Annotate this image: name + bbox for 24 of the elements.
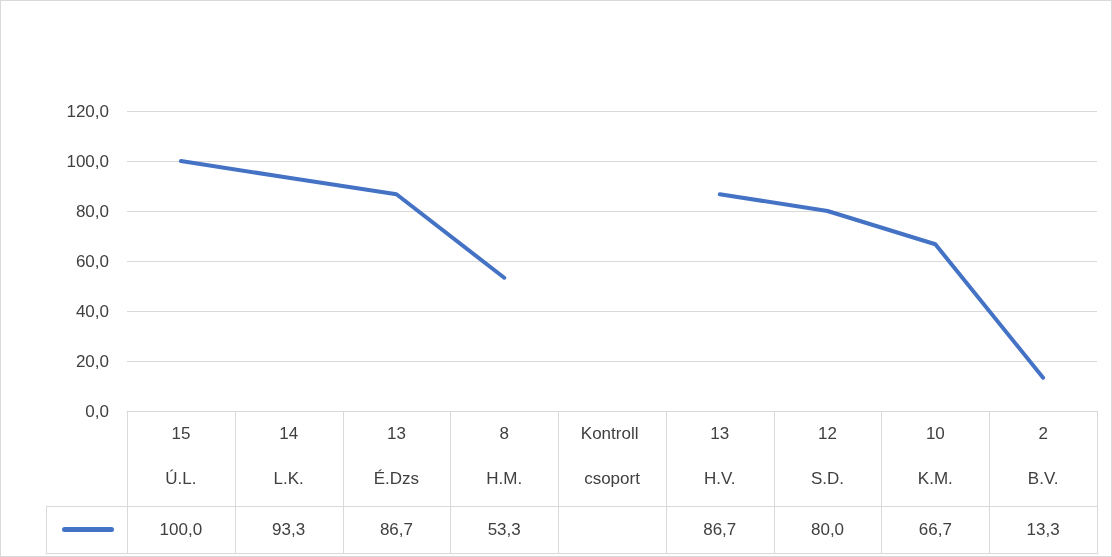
category-label: 10 K.M. xyxy=(917,424,953,488)
category-label: 8 H.M. xyxy=(486,424,523,488)
data-label: 93,3 xyxy=(271,519,307,541)
data-label: 86,7 xyxy=(702,519,738,541)
y-tick-label: 60,0 xyxy=(75,251,109,271)
y-tick-label: 0,0 xyxy=(85,401,109,421)
data-label: 100,0 xyxy=(158,519,204,541)
category-label: 12 S.D. xyxy=(811,424,845,488)
data-label: 13,3 xyxy=(1025,519,1061,541)
category-label: 14 L.K. xyxy=(273,424,304,488)
category-label: 2 B.V. xyxy=(1027,424,1059,488)
y-tick-label: 80,0 xyxy=(75,201,109,221)
data-label: 86,7 xyxy=(378,519,414,541)
category-label: 13 É.Dzs xyxy=(373,424,420,488)
y-tick-label: 120,0 xyxy=(66,101,109,121)
data-label: 80,0 xyxy=(810,519,846,541)
y-tick-label: 100,0 xyxy=(66,151,109,171)
category-label: Kontroll csoport xyxy=(580,424,640,488)
data-label: 53,3 xyxy=(486,519,522,541)
data-label: 66,7 xyxy=(917,519,953,541)
category-label: 13 H.V. xyxy=(704,424,736,488)
category-label: 15 Ú.L. xyxy=(165,424,197,488)
y-tick-label: 40,0 xyxy=(75,301,109,321)
y-tick-label: 20,0 xyxy=(75,351,109,371)
